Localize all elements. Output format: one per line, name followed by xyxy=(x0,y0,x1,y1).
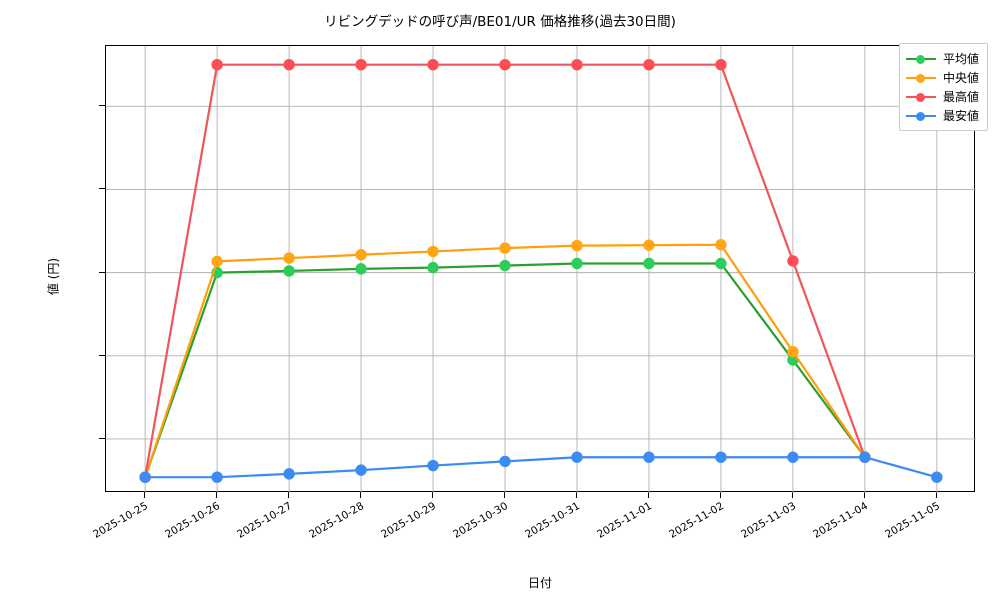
x-tick-label: 2025-11-04 xyxy=(811,500,870,541)
y-tick-mark xyxy=(99,354,105,356)
legend-item-1[interactable]: 平均値 xyxy=(905,49,979,68)
data-series-layer xyxy=(139,59,943,483)
x-tick-mark xyxy=(575,492,577,498)
legend-item-3[interactable]: 最高値 xyxy=(905,87,979,106)
x-tick-mark xyxy=(144,492,146,498)
legend-swatch-icon xyxy=(905,90,936,104)
x-tick-mark xyxy=(360,492,362,498)
x-tick-label: 2025-11-01 xyxy=(595,500,654,541)
x-tick-label: 2025-11-05 xyxy=(882,500,942,541)
x-tick-label: 2025-10-25 xyxy=(91,500,151,541)
legend-item-4[interactable]: 最安値 xyxy=(905,106,979,125)
legend-item-2[interactable]: 中央値 xyxy=(905,68,979,87)
x-tick-mark xyxy=(432,492,434,498)
x-tick-mark xyxy=(863,492,865,498)
x-tick-label: 2025-10-29 xyxy=(379,500,439,541)
x-tick-mark xyxy=(216,492,218,498)
chart-legend: 平均値中央値最高値最安値 xyxy=(898,43,988,131)
y-tick-mark xyxy=(99,188,105,190)
legend-label: 平均値 xyxy=(942,52,979,66)
x-tick-mark xyxy=(719,492,721,498)
y-axis-label: 値 (円) xyxy=(46,257,61,296)
plot-area xyxy=(105,45,976,493)
x-tick-label: 2025-10-26 xyxy=(163,500,223,541)
x-tick-mark xyxy=(288,492,290,498)
x-tick-label: 2025-10-30 xyxy=(451,500,510,541)
x-axis-label: 日付 xyxy=(527,576,552,590)
y-tick-mark xyxy=(99,271,105,273)
legend-swatch-icon xyxy=(905,71,936,85)
x-tick-label: 2025-11-03 xyxy=(739,500,798,541)
legend-label: 中央値 xyxy=(942,71,979,85)
x-tick-mark xyxy=(935,492,937,498)
legend-swatch-icon xyxy=(905,52,936,66)
x-tick-label: 2025-11-02 xyxy=(667,500,726,541)
x-tick-mark xyxy=(647,492,649,498)
x-tick-label: 2025-10-27 xyxy=(235,500,295,541)
y-tick-mark xyxy=(99,105,105,107)
x-tick-label: 2025-10-28 xyxy=(307,500,367,541)
x-tick-mark xyxy=(504,492,505,498)
chart-title: リビングデッドの呼び声/BE01/UR 価格推移(過去30日間) xyxy=(324,14,676,30)
legend-label: 最安値 xyxy=(942,109,979,123)
legend-label: 最高値 xyxy=(942,90,979,104)
y-tick-mark xyxy=(99,437,105,439)
legend-swatch-icon xyxy=(905,109,936,123)
x-tick-label: 2025-10-31 xyxy=(523,500,582,541)
x-tick-mark xyxy=(791,492,793,498)
